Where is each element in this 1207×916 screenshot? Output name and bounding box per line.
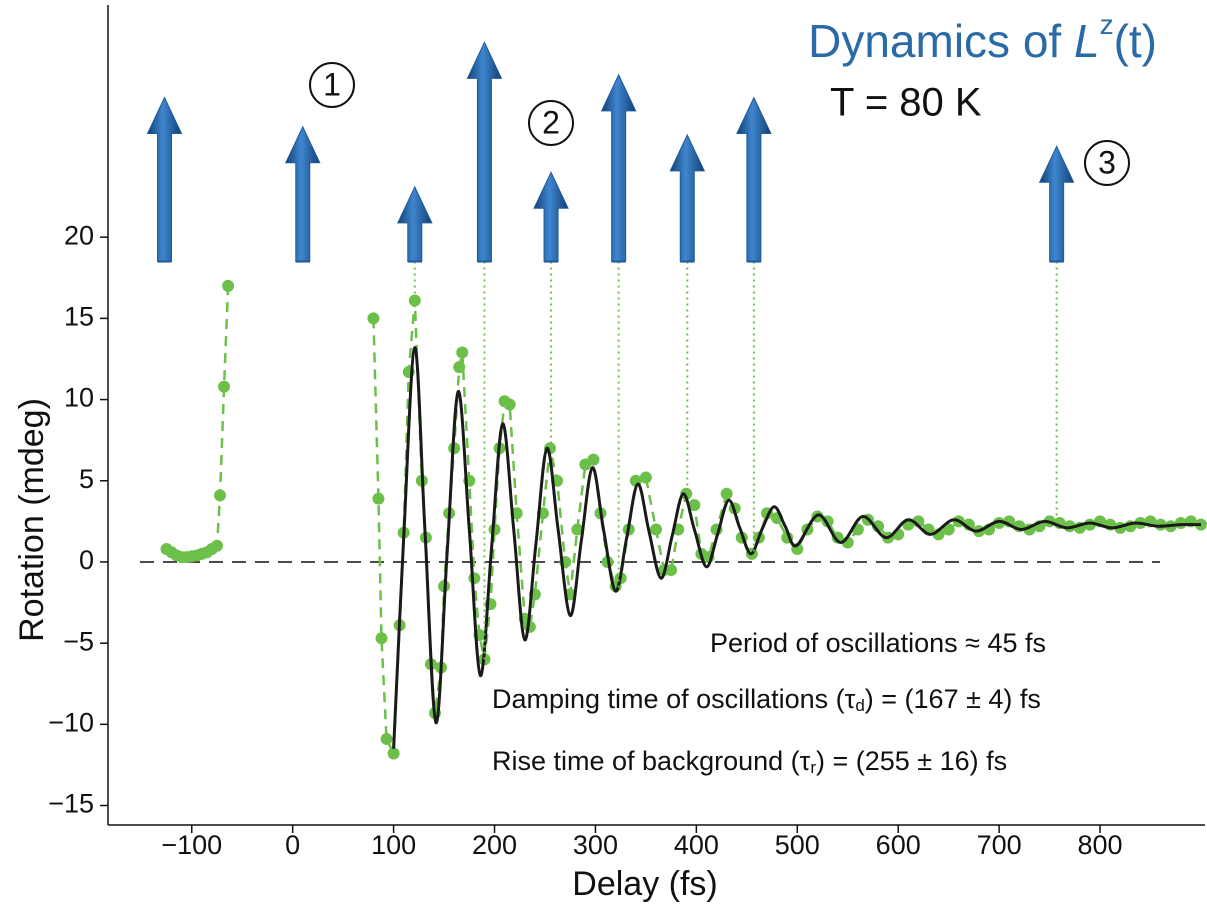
y-tick-label: 20 xyxy=(64,220,94,250)
data-point xyxy=(408,294,421,307)
spin-arrow xyxy=(736,96,772,263)
spin-arrow xyxy=(466,41,503,263)
data-point xyxy=(456,346,469,359)
data-point xyxy=(387,747,400,760)
annotation: Damping time of oscillations (τd) = (167… xyxy=(492,684,1041,715)
data-point xyxy=(587,453,600,466)
data-point xyxy=(665,564,678,577)
data-point xyxy=(372,492,385,505)
title-symbol: L xyxy=(1074,15,1100,67)
x-tick-label: 600 xyxy=(876,830,921,860)
y-tick-label: −5 xyxy=(63,626,94,656)
y-tick-label: 0 xyxy=(79,545,94,575)
marker-circle xyxy=(528,100,574,146)
spin-arrow xyxy=(146,96,183,263)
annotation-subscript: d xyxy=(855,696,864,715)
annotation: Period of oscillations ≈ 45 fs xyxy=(710,628,1046,658)
data-point xyxy=(380,732,393,745)
chart-subtitle: T = 80 K xyxy=(830,81,982,125)
data-point xyxy=(210,539,223,552)
x-tick-label: 400 xyxy=(674,830,719,860)
annotation-text: Period of oscillations ≈ 45 fs xyxy=(710,628,1046,658)
x-tick-label: −100 xyxy=(161,830,222,860)
annotation-text: ) = (255 ± 16) fs xyxy=(816,746,1007,776)
x-tick-label: 0 xyxy=(285,830,300,860)
x-tick-label: 100 xyxy=(371,830,416,860)
step-markers: 1 2 3 xyxy=(309,62,1130,186)
y-tick-label: 15 xyxy=(64,302,94,332)
spin-arrow xyxy=(284,125,321,263)
data-point xyxy=(367,312,380,325)
x-tick-label: 800 xyxy=(1078,830,1123,860)
marker-label: 3 xyxy=(1098,144,1116,180)
y-axis-label: Rotation (mdeg) xyxy=(13,398,51,642)
data-point xyxy=(680,487,693,500)
marker-label: 2 xyxy=(542,104,560,140)
title-suffix: (t) xyxy=(1114,15,1157,67)
spin-arrow xyxy=(1038,145,1075,263)
chart-title: Dynamics of Lz(t) xyxy=(808,9,1157,67)
x-axis-label: Delay (fs) xyxy=(572,865,717,903)
annotation-text: ) = (167 ± 4) fs xyxy=(865,684,1041,714)
dashed-line xyxy=(165,285,230,559)
annotation-subscript: r xyxy=(810,758,816,777)
data-point xyxy=(720,487,733,500)
data-point xyxy=(571,523,584,536)
spin-arrow xyxy=(397,185,433,263)
marker-circle xyxy=(1084,140,1130,186)
data-point xyxy=(375,632,388,645)
spin-arrow xyxy=(669,133,706,263)
marker-label: 1 xyxy=(323,66,341,102)
x-tick-label: 200 xyxy=(472,830,517,860)
title-superscript: z xyxy=(1100,9,1114,40)
y-tick-label: −10 xyxy=(48,707,94,737)
data-point xyxy=(453,361,466,374)
data-point xyxy=(649,523,662,536)
annotation-text: Damping time of oscillations (τ xyxy=(492,684,856,714)
data-point xyxy=(942,523,955,536)
annotation: Rise time of background (τr) = (255 ± 16… xyxy=(492,746,1007,777)
data-point xyxy=(639,471,652,484)
title-text: Dynamics of xyxy=(808,15,1074,67)
annotation-text: Rise time of background (τ xyxy=(492,746,811,776)
spin-arrow xyxy=(533,171,569,263)
data-point xyxy=(218,380,231,393)
x-tick-label: 700 xyxy=(977,830,1022,860)
data-point xyxy=(1174,516,1187,529)
data-point xyxy=(993,516,1006,529)
data-point xyxy=(1083,518,1096,531)
marker-circle xyxy=(309,62,355,108)
data-point xyxy=(214,489,227,502)
data-point xyxy=(468,572,481,585)
data-point xyxy=(222,279,235,292)
y-tick-label: −15 xyxy=(48,789,94,819)
y-tick-label: 10 xyxy=(64,383,94,413)
data-point xyxy=(688,499,701,512)
data-point xyxy=(503,398,516,411)
x-tick-label: 500 xyxy=(775,830,820,860)
y-tick-label: 5 xyxy=(79,464,94,494)
fit-line xyxy=(392,346,1201,749)
x-tick-label: 300 xyxy=(573,830,618,860)
spin-arrow xyxy=(600,73,637,263)
